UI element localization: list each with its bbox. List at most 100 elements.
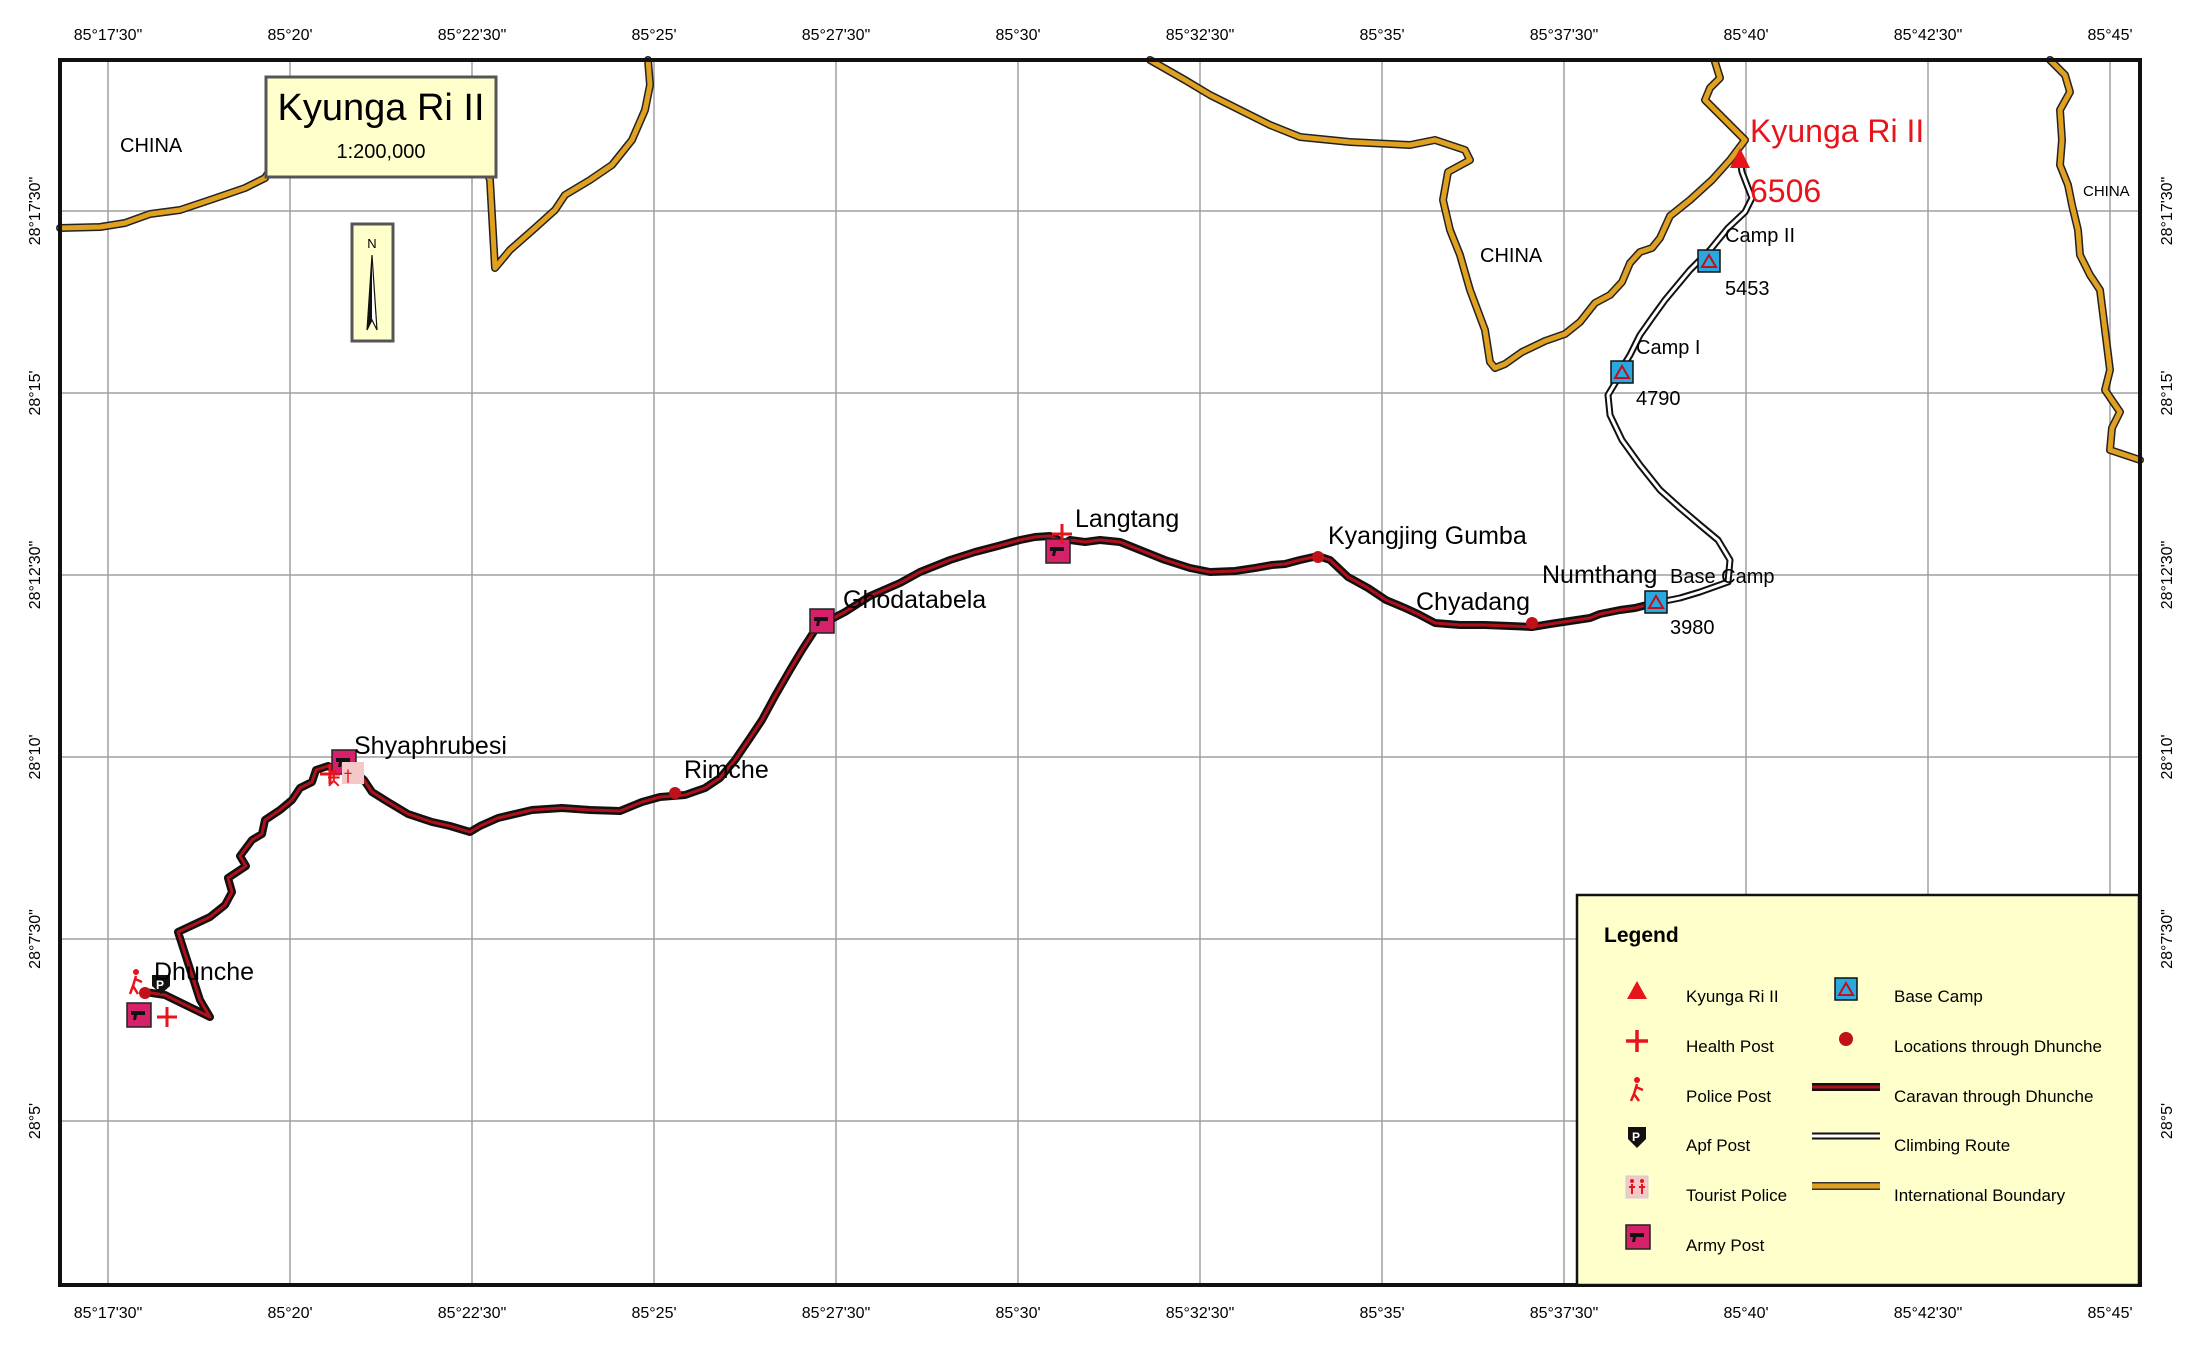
legend-label: Climbing Route [1894, 1136, 2010, 1155]
legend-item-army-post: Army Post [1625, 1224, 1765, 1255]
kyangjing-gumba-marker[interactable]: Kyangjing Gumba [1312, 522, 1527, 563]
lat-tick-left: 28°17'30" [27, 177, 44, 246]
lon-tick-top: 85°27'30" [802, 27, 871, 44]
lat-tick-left: 28°5' [27, 1103, 44, 1139]
tourist-police-glyph: † [344, 766, 352, 785]
health-cross-icon [1052, 524, 1072, 544]
ghodatabela-marker[interactable]: Ghodatabela [809, 586, 986, 634]
country-label-china-central: CHINA [1480, 245, 1543, 267]
health-cross-icon [320, 764, 340, 784]
lon-tick-bottom: 85°37'30" [1530, 1305, 1599, 1322]
camp-tent-icon [1647, 594, 1665, 609]
kyangjing-gumba-label: Kyangjing Gumba [1328, 522, 1527, 550]
legend-item-climbing-route: Climbing Route [1812, 1132, 2010, 1155]
country-label-china-west: CHINA [120, 135, 183, 157]
lon-tick-bottom: 85°20' [267, 1305, 312, 1322]
health-cross-icon [1626, 1030, 1648, 1052]
lat-tick-left: 28°12'30" [27, 541, 44, 610]
shyaphrubesi-marker[interactable]: † 🯅 Shyaphrubesi [320, 732, 507, 790]
legend-label: Health Post [1686, 1037, 1774, 1056]
camp-tent-icon [1613, 364, 1631, 379]
lon-tick-top: 85°42'30" [1894, 27, 1963, 44]
legend-item-health-post: Health Post [1626, 1030, 1774, 1056]
north-arrow-icon [366, 254, 378, 331]
title-box: Kyunga Ri II 1:200,000 [264, 75, 498, 179]
dhunche-marker[interactable]: P Dhunche [126, 958, 254, 1028]
peak-name-label: Kyunga Ri II [1750, 113, 1924, 149]
rimche-marker[interactable]: Rimche [669, 756, 769, 799]
lon-tick-bottom: 85°32'30" [1166, 1305, 1235, 1322]
numthang-label: Numthang [1542, 561, 1657, 589]
longitude-ticks-bottom: 85°17'30" 85°20' 85°22'30" 85°25' 85°27'… [74, 1305, 2133, 1322]
police-figure-icon: 🯅 [325, 766, 343, 790]
lon-tick-bottom: 85°22'30" [438, 1305, 507, 1322]
gun-icon [814, 617, 828, 626]
legend-label: Caravan through Dhunche [1894, 1087, 2093, 1106]
camp-ii-elevation: 5453 [1725, 278, 1770, 300]
rimche-label: Rimche [684, 756, 769, 784]
legend-label: International Boundary [1894, 1186, 2066, 1205]
lat-tick-right: 28°7'30" [2159, 909, 2176, 969]
base-camp-elevation: 3980 [1670, 617, 1715, 639]
lon-tick-bottom: 85°40' [1723, 1305, 1768, 1322]
longitude-ticks-top: 85°17'30" 85°20' 85°22'30" 85°25' 85°27'… [74, 27, 2133, 44]
lon-tick-bottom: 85°42'30" [1894, 1305, 1963, 1322]
legend-label: Base Camp [1894, 987, 1983, 1006]
apf-shield-icon [152, 975, 170, 994]
lon-tick-bottom: 85°17'30" [74, 1305, 143, 1322]
climbing-route [1604, 156, 1756, 607]
health-cross-icon [157, 1007, 177, 1027]
lon-tick-top: 85°25' [631, 27, 676, 44]
lon-tick-bottom: 85°35' [1359, 1305, 1404, 1322]
legend-item-police-post: Police Post [1629, 1077, 1771, 1106]
map-title: Kyunga Ri II [278, 87, 485, 129]
latitude-ticks-left: 28°17'30" 28°15' 28°12'30" 28°10' 28°7'3… [27, 177, 44, 1139]
lon-tick-top: 85°40' [1723, 27, 1768, 44]
lon-tick-top: 85°45' [2087, 27, 2132, 44]
lat-tick-right: 28°12'30" [2159, 541, 2176, 610]
ghodatabela-label: Ghodatabela [843, 586, 986, 614]
legend-label: Locations through Dhunche [1894, 1037, 2102, 1056]
camp-i-marker[interactable]: Camp I 4790 [1610, 337, 1700, 410]
north-arrow-label: N [367, 236, 376, 251]
lat-tick-left: 28°10' [27, 734, 44, 779]
lon-tick-top: 85°30' [995, 27, 1040, 44]
lat-tick-right: 28°15' [2159, 370, 2176, 415]
peak-marker[interactable]: Kyunga Ri II 6506 [1730, 113, 1924, 209]
peak-triangle-icon [1730, 148, 1750, 168]
camp-ii-marker[interactable]: Camp II 5453 [1697, 225, 1795, 300]
lon-tick-bottom: 85°45' [2087, 1305, 2132, 1322]
langtang-label: Langtang [1075, 505, 1179, 533]
peak-triangle-icon [1627, 981, 1647, 999]
gun-icon [1630, 1233, 1644, 1242]
apf-shield-icon [1628, 1127, 1646, 1148]
location-dot-icon [669, 787, 681, 799]
apf-shield-letter: P [1632, 1130, 1640, 1144]
legend-item-apf-post: P Apf Post [1628, 1127, 1751, 1155]
location-dot-icon [1526, 617, 1538, 629]
legend-label: Police Post [1686, 1087, 1771, 1106]
chyadang-label: Chyadang [1416, 588, 1530, 616]
legend-panel: Legend Kyunga Ri II Health Post Police P… [1575, 893, 2141, 1287]
base-camp-marker[interactable]: Base Camp 3980 [1644, 566, 1775, 639]
langtang-marker[interactable]: Langtang [1045, 505, 1179, 564]
legend-item-base-camp: Base Camp [1834, 977, 1983, 1006]
chyadang-marker[interactable]: Chyadang [1416, 588, 1538, 629]
base-camp-label: Base Camp [1670, 566, 1775, 588]
map-scale: 1:200,000 [337, 141, 426, 163]
lon-tick-top: 85°37'30" [1530, 27, 1599, 44]
legend-title: Legend [1604, 924, 1679, 947]
legend-item-locations: Locations through Dhunche [1839, 1032, 2102, 1056]
lat-tick-right: 28°10' [2159, 734, 2176, 779]
peak-elevation-label: 6506 [1750, 173, 1821, 209]
gun-icon [131, 1011, 145, 1020]
country-label-china-east: CHINA [2083, 183, 2130, 200]
lon-tick-bottom: 85°30' [995, 1305, 1040, 1322]
camp-tent-icon [1837, 981, 1855, 996]
gun-icon [1050, 547, 1064, 556]
legend-item-peak: Kyunga Ri II [1627, 981, 1779, 1006]
police-figure-icon [1629, 1077, 1644, 1102]
legend-label: Tourist Police [1686, 1186, 1787, 1205]
legend-label: Army Post [1686, 1236, 1765, 1255]
